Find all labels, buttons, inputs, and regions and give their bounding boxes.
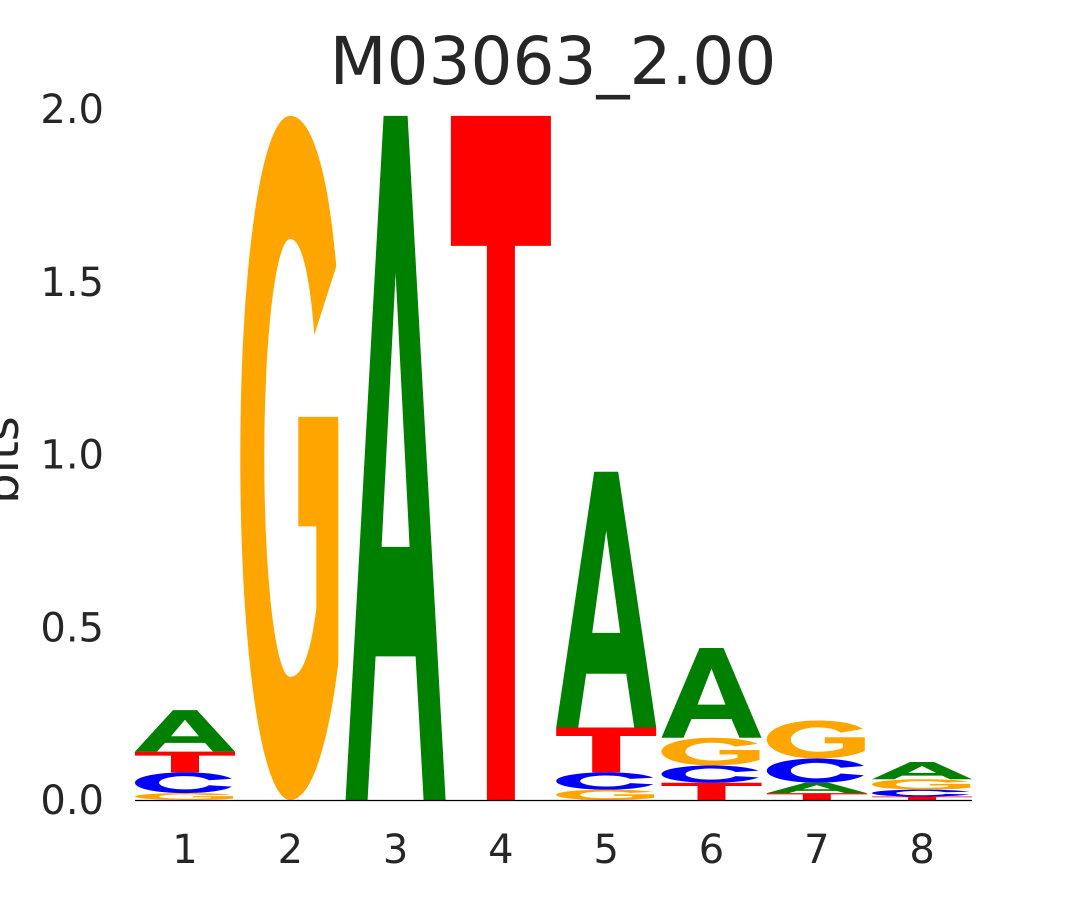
letter-C-pos-8	[872, 789, 970, 797]
x-tick-label: 2	[278, 827, 303, 873]
letter-A-pos-1	[135, 710, 235, 752]
letter-C-pos-7	[766, 758, 864, 783]
letter-A-pos-8	[872, 762, 973, 780]
x-tick-label: 1	[172, 827, 197, 873]
x-tick-label: 4	[488, 827, 513, 873]
x-tick-label: 5	[593, 827, 618, 873]
y-tick-label: 0.0	[40, 778, 104, 824]
letter-T-pos-5	[556, 727, 657, 773]
x-tick-label: 7	[804, 827, 829, 873]
letter-C-pos-6	[661, 765, 759, 783]
x-tick-label: 6	[699, 827, 724, 873]
chart-title: M03063_2.00	[330, 23, 777, 100]
letter-A-pos-3	[345, 115, 446, 800]
letter-G-pos-2	[240, 115, 339, 800]
x-axis-ticks: 1 2 3 4 5 6 7 8	[172, 827, 935, 873]
letter-G-pos-8	[872, 779, 971, 790]
y-tick-label: 1.0	[40, 433, 104, 479]
letter-G-pos-6	[661, 737, 760, 766]
letter-T-pos-7	[766, 793, 867, 800]
y-tick-label: 0.5	[40, 605, 104, 651]
letter-G-pos-7	[766, 720, 865, 759]
letter-A-pos-6	[661, 647, 762, 738]
letter-G-pos-1	[135, 793, 233, 800]
letter-T-pos-1	[135, 751, 235, 773]
letter-C-pos-5	[556, 772, 654, 790]
x-tick-label: 8	[909, 827, 934, 873]
letter-T-pos-8	[872, 796, 973, 800]
y-tick-label: 2.0	[40, 87, 104, 133]
y-tick-label: 1.5	[40, 260, 104, 306]
letter-C-pos-1	[135, 772, 232, 794]
letter-A-pos-7	[766, 782, 867, 794]
letter-T-pos-6	[661, 782, 762, 800]
letter-T-pos-4	[450, 115, 551, 800]
y-axis-label: bits	[0, 416, 30, 504]
x-tick-label: 3	[383, 827, 408, 873]
letter-G-pos-5	[556, 789, 655, 800]
letter-A-pos-5	[556, 471, 657, 728]
letter-stacks	[135, 115, 973, 800]
y-axis-ticks: 0.0 0.5 1.0 1.5 2.0	[40, 87, 104, 824]
